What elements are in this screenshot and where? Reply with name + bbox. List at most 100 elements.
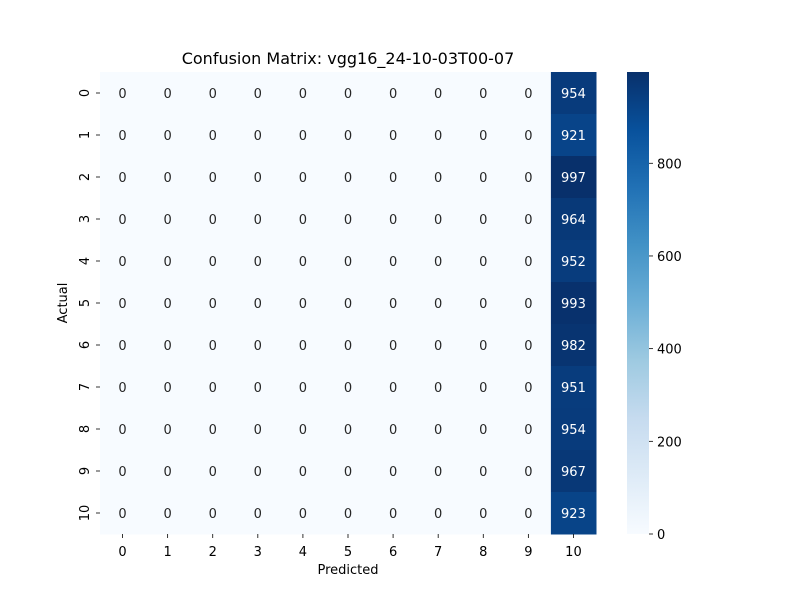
cell-value-r7-c9: 0 [524,381,532,396]
cell-value-r1-c5: 0 [344,129,352,144]
cell-value-r10-c6: 0 [389,507,397,522]
cell-value-r2-c3: 0 [254,171,262,186]
cell-value-r8-c2: 0 [209,423,217,438]
heatmap-cell-r0-c8 [460,72,507,115]
cell-value-r10-c8: 0 [479,507,487,522]
heatmap-cell-r3-c2 [190,198,236,241]
x-tick-label-0: 0 [118,545,126,560]
cell-value-r9-c8: 0 [479,465,487,480]
heatmap-cell-r2-c9 [505,156,552,199]
cell-value-r5-c8: 0 [479,297,487,312]
cell-value-r8-c5: 0 [344,423,352,438]
cell-value-r2-c4: 0 [299,171,307,186]
heatmap-cell-r0-c5 [325,72,372,115]
heatmap-cell-r5-c0 [100,282,146,325]
heatmap-cell-r3-c8 [460,198,507,241]
cell-value-r1-c6: 0 [389,129,397,144]
heatmap-cell-r5-c8 [460,282,507,325]
heatmap-cell-r4-c1 [145,240,191,283]
heatmap-cell-r10-c10 [550,492,597,535]
colorbar-tick-label-0: 0 [657,528,665,543]
cell-value-r1-c8: 0 [479,129,487,144]
cell-value-r10-c9: 0 [524,507,532,522]
heatmap-cell-r3-c3 [235,198,281,241]
cell-value-r7-c3: 0 [254,381,262,396]
heatmap-cell-r7-c0 [100,366,146,409]
y-tick-label-5: 5 [78,299,93,307]
heatmap-cell-r1-c3 [235,114,281,157]
chart-title: Confusion Matrix: vgg16_24-10-03T00-07 [182,49,515,69]
x-tick-label-9: 9 [524,545,532,560]
heatmap-cell-r7-c3 [235,366,281,409]
heatmap-cell-r7-c2 [190,366,236,409]
heatmap-cell-r2-c8 [460,156,507,199]
heatmap-cell-r4-c0 [100,240,146,283]
x-tick-label-10: 10 [565,545,582,560]
heatmap-cell-r1-c10 [550,114,597,157]
cell-value-r8-c1: 0 [163,423,171,438]
cell-value-r6-c4: 0 [299,339,307,354]
heatmap-cell-r4-c7 [415,240,462,283]
heatmap-cell-r8-c0 [100,408,146,451]
cell-value-r10-c0: 0 [118,507,126,522]
heatmap-cell-r6-c3 [235,324,281,367]
x-axis-ticks: 0 1 2 3 4 5 6 7 8 9 10 [118,534,582,560]
cell-value-r5-c5: 0 [344,297,352,312]
cell-value-r5-c10: 993 [561,297,586,312]
heatmap-cell-r6-c0 [100,324,146,367]
heatmap-cell-r1-c2 [190,114,236,157]
cell-value-r2-c8: 0 [479,171,487,186]
heatmap-cell-r10-c6 [370,492,417,535]
heatmap-cell-r2-c3 [235,156,281,199]
heatmap-grid: 0 0 0 0 0 0 0 0 0 0 954 0 0 0 0 0 0 0 0 0 0 921 0 0 0 0 0 0 0 0 0 0 997 0… [100,72,597,535]
cell-value-r3-c7: 0 [434,213,442,228]
heatmap-cell-r3-c6 [370,198,417,241]
heatmap-cell-r6-c6 [370,324,417,367]
cell-value-r7-c2: 0 [209,381,217,396]
heatmap-cell-r8-c9 [505,408,552,451]
heatmap-cell-r2-c4 [280,156,326,199]
y-tick-label-0: 0 [78,89,93,97]
heatmap-cell-r7-c5 [325,366,372,409]
cell-value-r5-c6: 0 [389,297,397,312]
heatmap-cell-r2-c1 [145,156,191,199]
cell-value-r4-c10: 952 [561,255,586,270]
heatmap-cell-r10-c3 [235,492,281,535]
cell-value-r10-c3: 0 [254,507,262,522]
cell-value-r8-c0: 0 [118,423,126,438]
heatmap-cell-r4-c9 [505,240,552,283]
cell-value-r2-c10: 997 [561,171,586,186]
heatmap-cell-r6-c10 [550,324,597,367]
x-tick-label-2: 2 [209,545,217,560]
heatmap-cell-r7-c9 [505,366,552,409]
heatmap-cell-r3-c10 [550,198,597,241]
y-tick-label-10: 10 [78,505,93,522]
heatmap-cell-r4-c4 [280,240,326,283]
heatmap-cell-r3-c7 [415,198,462,241]
heatmap-cell-r1-c6 [370,114,417,157]
cell-value-r6-c0: 0 [118,339,126,354]
x-tick-label-4: 4 [299,545,307,560]
heatmap-cell-r9-c0 [100,450,146,493]
cell-value-r7-c4: 0 [299,381,307,396]
heatmap-cell-r10-c4 [280,492,326,535]
cell-value-r2-c5: 0 [344,171,352,186]
y-tick-label-8: 8 [78,425,93,433]
heatmap-cell-r10-c2 [190,492,236,535]
cell-value-r10-c2: 0 [209,507,217,522]
cell-value-r6-c10: 982 [561,339,586,354]
cell-value-r10-c4: 0 [299,507,307,522]
heatmap-cell-r8-c1 [145,408,191,451]
heatmap-cell-r5-c6 [370,282,417,325]
cell-value-r0-c6: 0 [389,87,397,102]
cell-value-r8-c8: 0 [479,423,487,438]
heatmap-cell-r6-c9 [505,324,552,367]
heatmap-cell-r8-c10 [550,408,597,451]
cell-value-r8-c4: 0 [299,423,307,438]
heatmap-cell-r0-c7 [415,72,462,115]
cell-value-r5-c3: 0 [254,297,262,312]
cell-value-r2-c9: 0 [524,171,532,186]
cell-value-r2-c7: 0 [434,171,442,186]
cell-value-r5-c1: 0 [163,297,171,312]
colorbar-tick-label-600: 600 [657,250,682,265]
